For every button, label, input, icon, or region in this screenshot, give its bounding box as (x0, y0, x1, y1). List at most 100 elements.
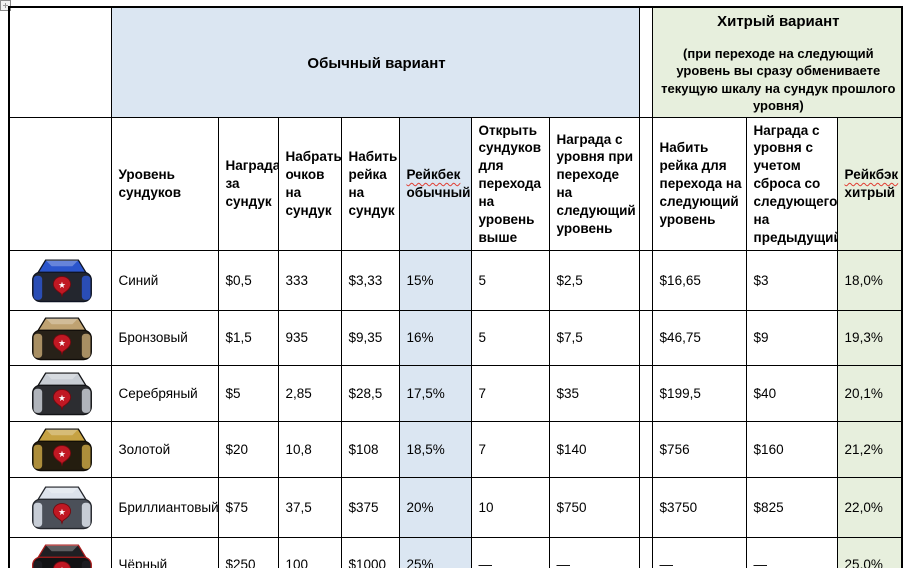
blue-chest-icon: ★ (31, 260, 92, 303)
reward-transition-cell[interactable]: $2,5 (548, 249, 640, 311)
rake-transition-cell[interactable]: $46,75 (651, 309, 747, 366)
reward-transition-cell[interactable]: $35 (548, 364, 640, 422)
rakeback-tricky-cell[interactable]: 21,2% (836, 420, 903, 478)
reward-transition-cell[interactable]: $750 (548, 476, 640, 538)
rakeback-normal-cell[interactable]: 18,5% (398, 420, 472, 478)
banner-row: Обычный вариант Хитрый вариант (при пере… (8, 6, 903, 118)
level-cell[interactable]: Серебряный (110, 364, 219, 422)
header-word: хитрый (844, 184, 896, 200)
reward-reset-cell[interactable]: $825 (745, 476, 838, 538)
points-cell[interactable]: 10,8 (277, 420, 342, 478)
rake-cell[interactable]: $28,5 (340, 364, 400, 422)
reward-cell[interactable]: $5 (217, 364, 279, 422)
points-cell[interactable]: 37,5 (277, 476, 342, 538)
points-cell[interactable]: 935 (277, 309, 342, 366)
rakeback-tricky-cell[interactable]: 18,0% (836, 249, 903, 311)
col-header-rakeback-normal[interactable]: Рейкбек обычный (398, 116, 472, 251)
reward-reset-cell[interactable]: $3 (745, 249, 838, 311)
normal-variant-banner[interactable]: Обычный вариант (110, 6, 640, 118)
chest-image-header-cell[interactable] (8, 116, 112, 251)
tricky-variant-note: (при переходе на следующий уровень вы ср… (661, 45, 896, 114)
rake-transition-cell[interactable]: — (651, 536, 747, 568)
rake-cell[interactable]: $375 (340, 476, 400, 538)
level-cell[interactable]: Бронзовый (110, 309, 219, 366)
chests-open-cell[interactable]: 7 (470, 420, 550, 478)
level-cell[interactable]: Золотой (110, 420, 219, 478)
chest-image-cell[interactable]: ★ (8, 536, 112, 568)
chest-image-cell[interactable]: ★ (8, 364, 112, 422)
level-cell[interactable]: Чёрный (110, 536, 219, 568)
spacer-cell[interactable] (638, 420, 653, 478)
spacer-cell[interactable] (638, 536, 653, 568)
col-header-points[interactable]: Набрать очков на сундук (277, 116, 342, 251)
col-header-reward-transition[interactable]: Награда с уровня при переходе на следующ… (548, 116, 640, 251)
col-header-level[interactable]: Уровень сундуков (110, 116, 219, 251)
level-cell[interactable]: Синий (110, 249, 219, 311)
reward-cell[interactable]: $75 (217, 476, 279, 538)
rake-transition-cell[interactable]: $16,65 (651, 249, 747, 311)
reward-transition-cell[interactable]: — (548, 536, 640, 568)
col-header-rake-transition[interactable]: Набить рейка для перехода на следующий у… (651, 116, 747, 251)
rake-cell[interactable]: $9,35 (340, 309, 400, 366)
reward-reset-cell[interactable]: $160 (745, 420, 838, 478)
reward-reset-cell[interactable]: $40 (745, 364, 838, 422)
diamond-chest-icon: ★ (31, 487, 92, 530)
rakeback-tricky-cell[interactable]: 25,0% (836, 536, 903, 568)
rakeback-normal-cell[interactable]: 15% (398, 249, 472, 311)
level-cell[interactable]: Бриллиантовый (110, 476, 219, 538)
chest-image-cell[interactable]: ★ (8, 249, 112, 311)
spacer-cell[interactable] (638, 364, 653, 422)
rake-transition-cell[interactable]: $3750 (651, 476, 747, 538)
rakeback-normal-cell[interactable]: 17,5% (398, 364, 472, 422)
spacer-cell[interactable] (638, 6, 653, 118)
table-row: ★ Синий $0,5 333 $3,33 15% 5 $2,5 $16,65… (8, 249, 903, 311)
spacer-cell[interactable] (638, 249, 653, 311)
reward-transition-cell[interactable]: $140 (548, 420, 640, 478)
reward-cell[interactable]: $1,5 (217, 309, 279, 366)
rakeback-tricky-cell[interactable]: 22,0% (836, 476, 903, 538)
rakeback-normal-cell[interactable]: 16% (398, 309, 472, 366)
rake-cell[interactable]: $3,33 (340, 249, 400, 311)
bronze-chest-icon: ★ (31, 317, 92, 361)
tricky-variant-title: Хитрый вариант (717, 13, 840, 30)
normal-variant-title: Обычный вариант (307, 54, 446, 72)
reward-cell[interactable]: $20 (217, 420, 279, 478)
rakeback-normal-cell[interactable]: 25% (398, 536, 472, 568)
chests-open-cell[interactable]: — (470, 536, 550, 568)
points-cell[interactable]: 100 (277, 536, 342, 568)
spacer-cell[interactable] (638, 116, 653, 251)
reward-reset-cell[interactable]: $9 (745, 309, 838, 366)
chests-open-cell[interactable]: 10 (470, 476, 550, 538)
rakeback-tricky-cell[interactable]: 20,1% (836, 364, 903, 422)
spacer-cell[interactable] (638, 309, 653, 366)
rake-cell[interactable]: $108 (340, 420, 400, 478)
points-cell[interactable]: 2,85 (277, 364, 342, 422)
chests-open-cell[interactable]: 5 (470, 309, 550, 366)
chest-image-cell[interactable]: ★ (8, 420, 112, 478)
reward-cell[interactable]: $0,5 (217, 249, 279, 311)
col-header-reward-reset[interactable]: Награда с уровня с учетом сброса со след… (745, 116, 838, 251)
chest-image-cell[interactable]: ★ (8, 476, 112, 538)
rake-transition-cell[interactable]: $756 (651, 420, 747, 478)
rakeback-tricky-cell[interactable]: 19,3% (836, 309, 903, 366)
chests-open-cell[interactable]: 5 (470, 249, 550, 311)
col-header-rake[interactable]: Набить рейка на сундук (340, 116, 400, 251)
col-header-chests-open[interactable]: Открыть сундуков для перехода на уровень… (470, 116, 550, 251)
table-row: ★ Серебряный $5 2,85 $28,5 17,5% 7 $35 $… (8, 364, 903, 422)
rake-transition-cell[interactable]: $199,5 (651, 364, 747, 422)
col-header-rakeback-tricky[interactable]: Рейкбэк хитрый (836, 116, 903, 251)
spacer-cell[interactable] (638, 476, 653, 538)
object-anchor-icon[interactable] (0, 0, 11, 11)
points-cell[interactable]: 333 (277, 249, 342, 311)
chests-open-cell[interactable]: 7 (470, 364, 550, 422)
chest-image-cell[interactable]: ★ (8, 309, 112, 366)
col-header-reward[interactable]: Награда за сундук (217, 116, 279, 251)
reward-transition-cell[interactable]: $7,5 (548, 309, 640, 366)
corner-blank-cell[interactable] (8, 6, 112, 118)
rakeback-normal-cell[interactable]: 20% (398, 476, 472, 538)
reward-reset-cell[interactable]: — (745, 536, 838, 568)
svg-text:★: ★ (58, 566, 66, 568)
tricky-variant-banner[interactable]: Хитрый вариант (при переходе на следующи… (651, 6, 903, 118)
rake-cell[interactable]: $1000 (340, 536, 400, 568)
reward-cell[interactable]: $250 (217, 536, 279, 568)
